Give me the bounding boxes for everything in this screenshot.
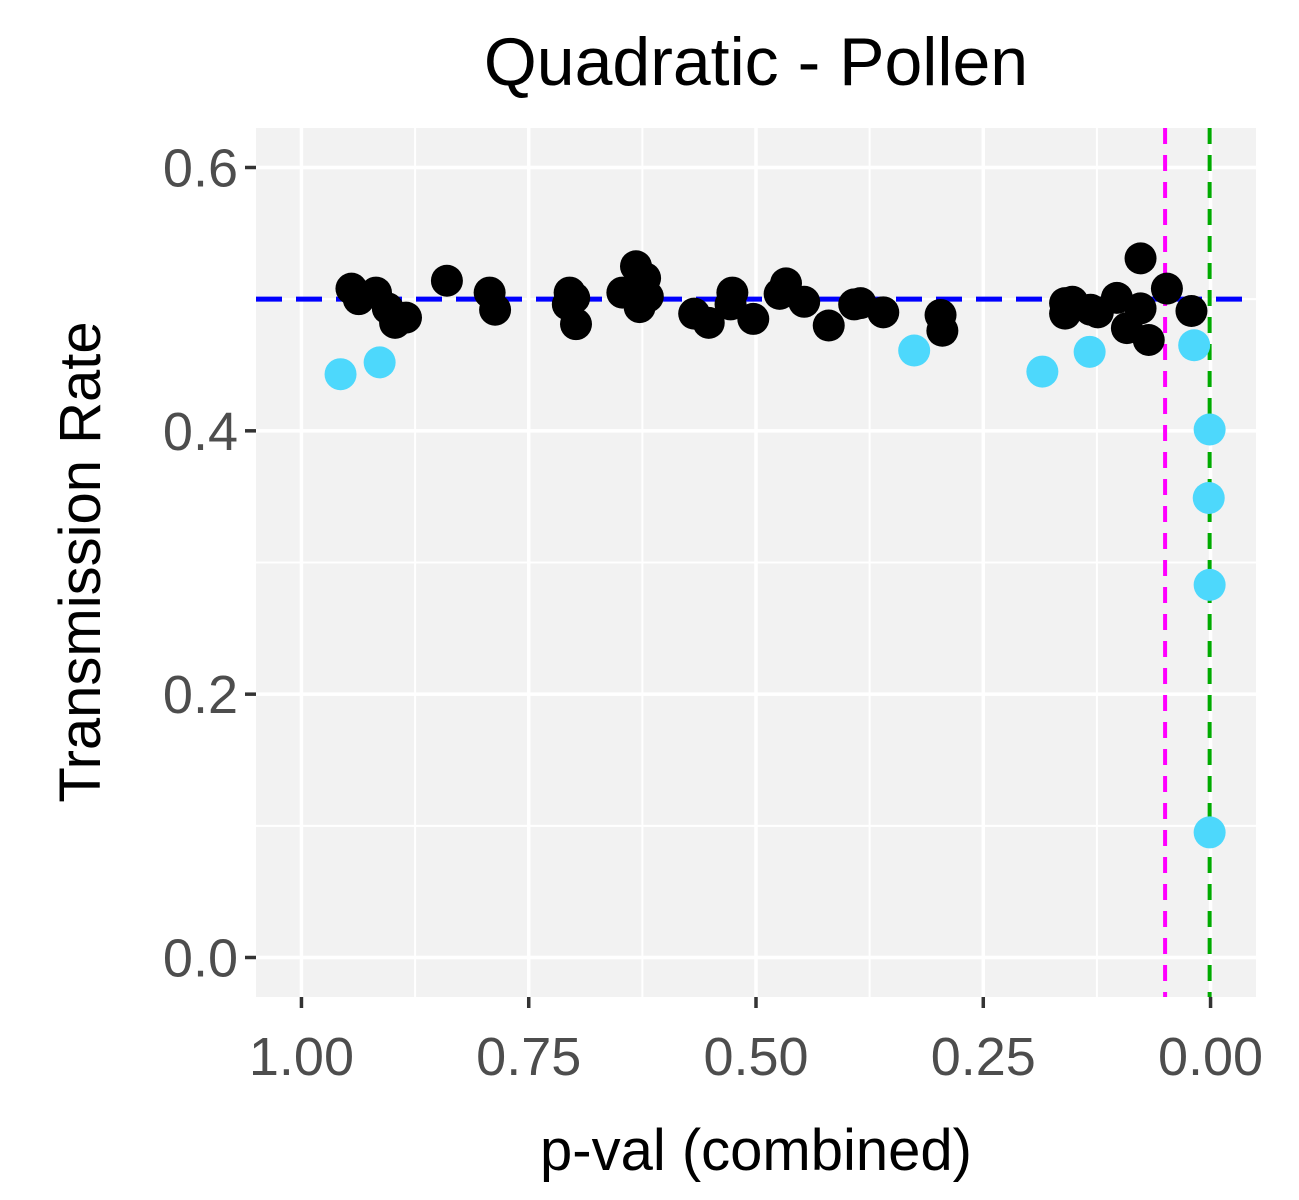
data-point bbox=[558, 281, 591, 314]
data-point bbox=[1192, 481, 1225, 514]
data-point bbox=[812, 309, 845, 342]
data-point bbox=[430, 264, 463, 297]
y-tick-label: 0.0 bbox=[163, 929, 238, 989]
data-point bbox=[479, 293, 512, 326]
data-point bbox=[1150, 272, 1183, 305]
x-tick-label: 0.50 bbox=[703, 1027, 808, 1087]
x-axis-title: p-val (combined) bbox=[540, 1118, 972, 1183]
data-point bbox=[631, 280, 664, 313]
data-point bbox=[324, 358, 357, 391]
chart-title: Quadratic - Pollen bbox=[484, 24, 1028, 100]
x-axis: 1.00 0.75 0.50 0.25 0.00 bbox=[249, 997, 1263, 1087]
data-point bbox=[898, 334, 931, 367]
data-point bbox=[737, 302, 770, 335]
data-point bbox=[1193, 568, 1226, 601]
x-tick-label: 1.00 bbox=[249, 1027, 354, 1087]
data-point bbox=[716, 276, 749, 309]
y-tick-label: 0.2 bbox=[163, 665, 238, 725]
data-point bbox=[1193, 413, 1226, 446]
data-point bbox=[560, 308, 592, 341]
data-point bbox=[1175, 295, 1208, 328]
data-point bbox=[1073, 335, 1106, 368]
data-point bbox=[390, 301, 422, 334]
y-tick-label: 0.4 bbox=[163, 402, 238, 462]
y-axis: 0.0 0.2 0.4 0.6 bbox=[163, 139, 256, 989]
data-point bbox=[926, 314, 959, 347]
y-tick-label: 0.6 bbox=[163, 139, 238, 199]
y-axis-title: Transmission Rate bbox=[48, 321, 113, 802]
data-point bbox=[692, 306, 725, 339]
x-tick-label: 0.00 bbox=[1158, 1027, 1263, 1087]
data-point bbox=[788, 285, 821, 318]
data-point bbox=[1178, 329, 1211, 362]
data-points bbox=[324, 242, 1226, 849]
data-point bbox=[1124, 242, 1157, 275]
x-tick-label: 0.75 bbox=[476, 1027, 581, 1087]
major-gridlines bbox=[256, 128, 1256, 997]
data-point bbox=[1193, 816, 1226, 849]
x-tick-label: 0.25 bbox=[931, 1027, 1036, 1087]
data-point bbox=[363, 346, 396, 379]
data-point bbox=[1124, 292, 1157, 325]
data-point bbox=[1026, 355, 1059, 388]
data-point bbox=[1132, 323, 1165, 356]
data-point bbox=[867, 296, 900, 329]
